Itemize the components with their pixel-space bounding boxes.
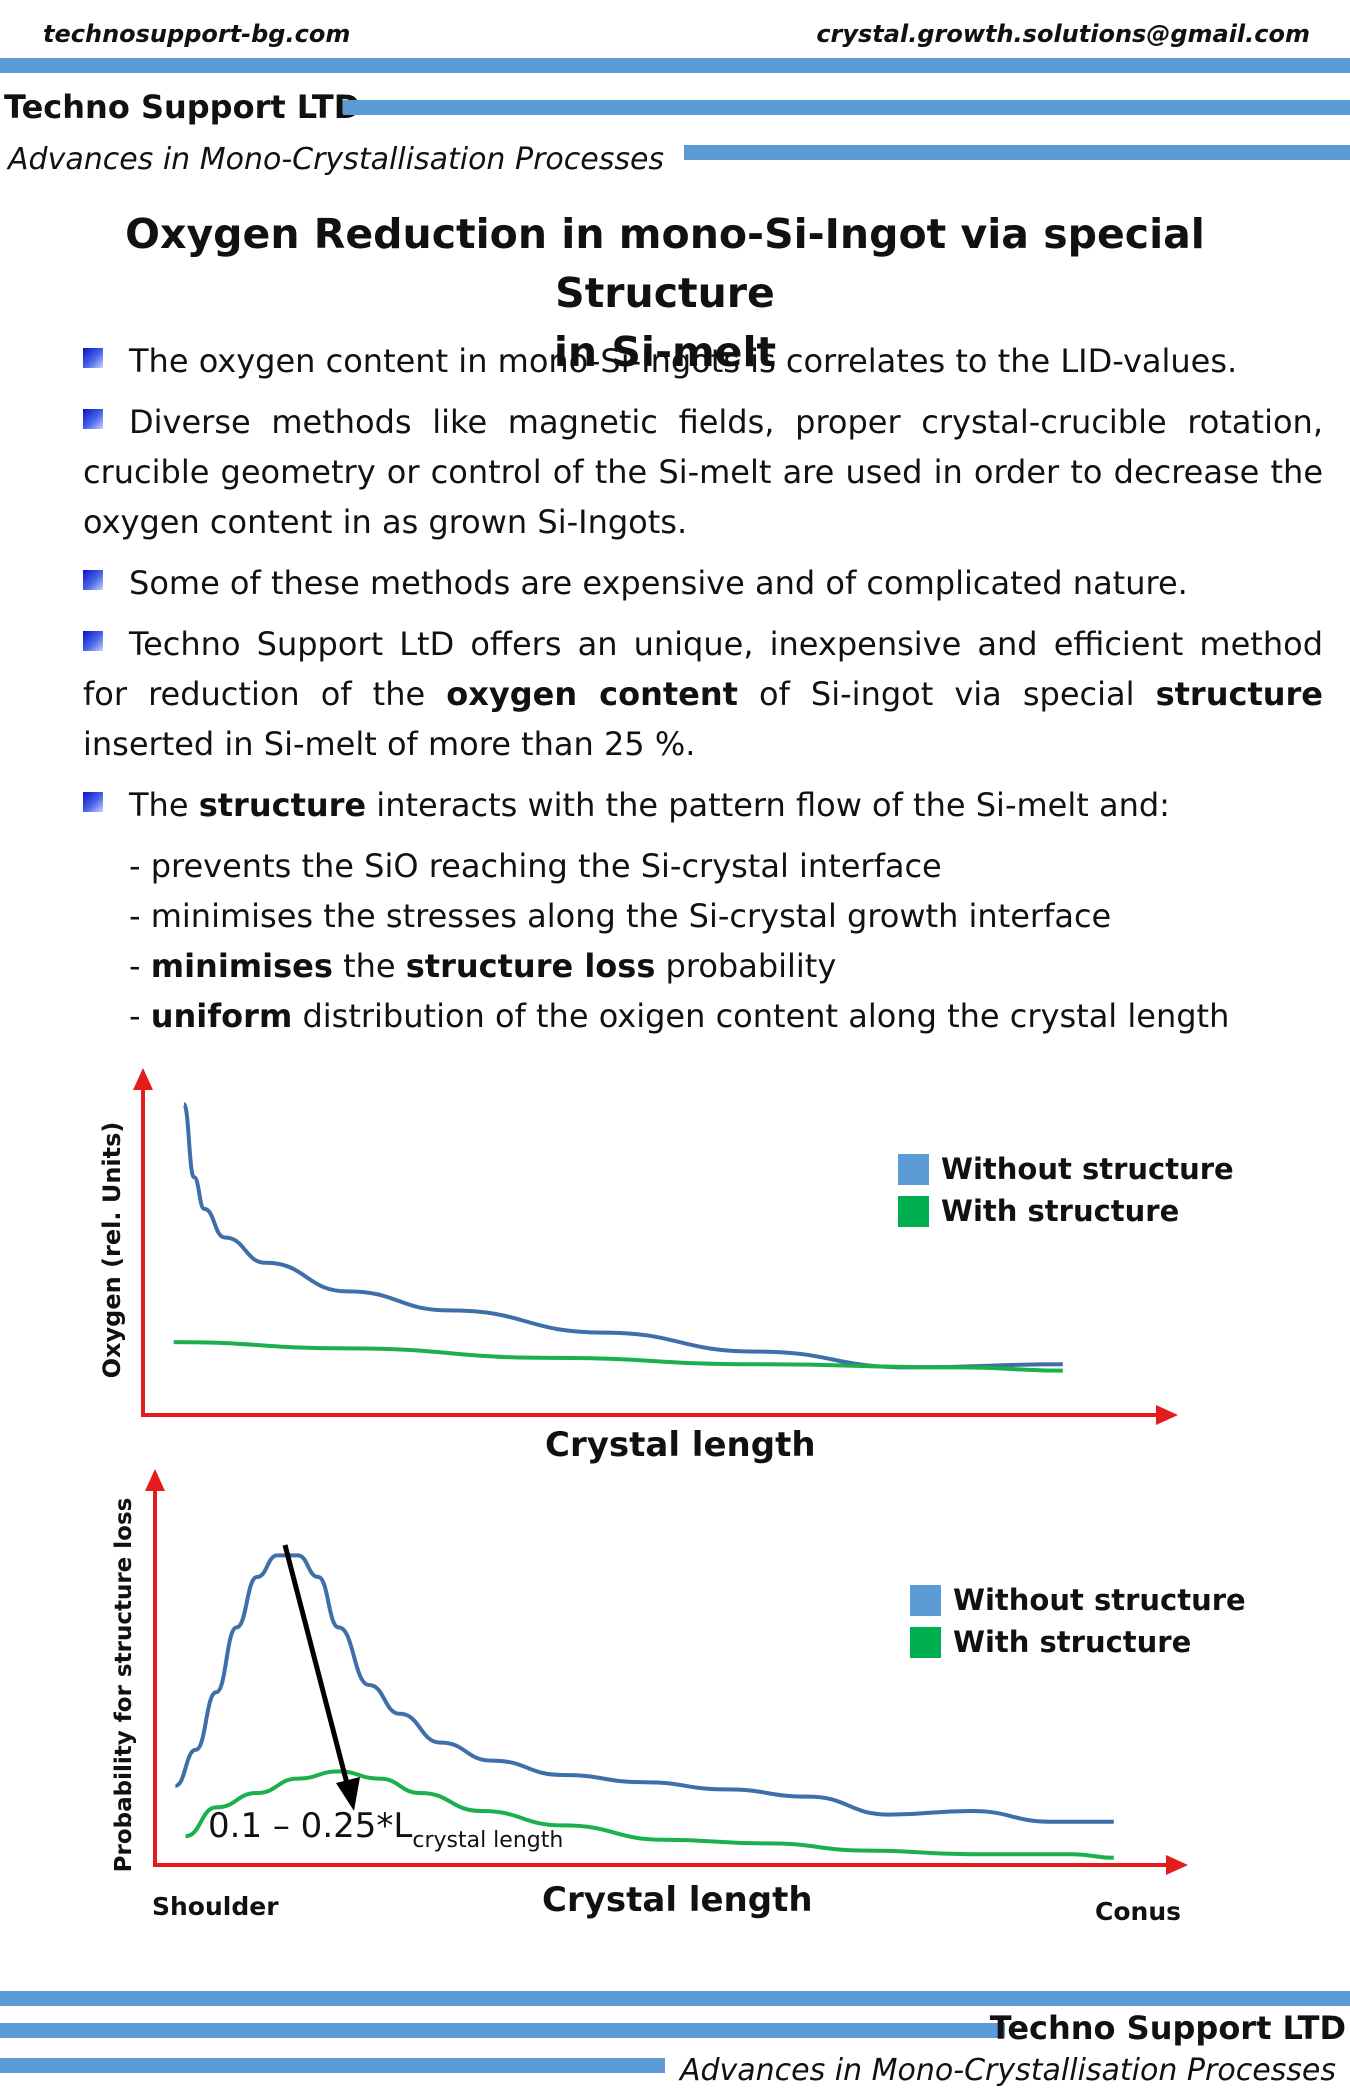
- footer-rule-1: [0, 1991, 1350, 2006]
- legend-label: With structure: [941, 1194, 1180, 1228]
- bullet-text: -: [129, 947, 151, 985]
- bullet-square-icon: [83, 409, 103, 429]
- bullet-square-icon: [83, 631, 103, 651]
- website-link[interactable]: technosupport-bg.com: [43, 20, 351, 48]
- bullet-text: structure: [198, 786, 367, 824]
- bullet-text: - minimises the stresses along the Si-cr…: [129, 897, 1112, 935]
- bullet-text: structure: [1155, 675, 1323, 713]
- bullet-text: Some of these methods are expensive and …: [129, 564, 1188, 602]
- bullet-text: -: [129, 997, 151, 1035]
- oxygen-x-label: Crystal length: [545, 1425, 816, 1465]
- footer-subtitle: Advances in Mono-Crystallisation Process…: [679, 2053, 1336, 2088]
- bullet-text: - prevents the SiO reaching the Si-cryst…: [129, 847, 942, 885]
- series-line-with-structure: [185, 1769, 1114, 1860]
- sub-item-1: - minimises the stresses along the Si-cr…: [83, 891, 1323, 941]
- bullet-square-icon: [83, 570, 103, 590]
- legend-with-structure: With structure: [898, 1194, 1234, 1228]
- conus-label: Conus: [1095, 1897, 1181, 1926]
- oxygen-legend: Without structure With structure: [898, 1152, 1234, 1228]
- company-name: Techno Support LTD: [4, 88, 361, 126]
- loss-y-axis-arrow: [145, 1469, 165, 1491]
- bullet-item-3: Techno Support LtD offers an unique, ine…: [83, 619, 1323, 769]
- shoulder-label: Shoulder: [152, 1892, 279, 1921]
- bullet-item-4: The structure interacts with the pattern…: [83, 780, 1323, 830]
- legend-without-structure: Without structure: [910, 1583, 1246, 1617]
- sub-items: - prevents the SiO reaching the Si-cryst…: [83, 841, 1323, 1041]
- page-title: Oxygen Reduction in mono-Si-Ingot via sp…: [40, 205, 1290, 382]
- annotation-main: 0.1 – 0.25*L: [208, 1806, 412, 1846]
- bullet-square-icon: [83, 792, 103, 812]
- oxygen-y-label: Oxygen (rel. Units): [98, 1122, 126, 1379]
- bullet-text: uniform: [150, 997, 293, 1035]
- company-subtitle: Advances in Mono-Crystallisation Process…: [8, 142, 665, 177]
- annotation-subscript: crystal length: [412, 1828, 563, 1853]
- loss-y-label: Probability for structure loss: [111, 1498, 137, 1873]
- bullet-text: of Si-ingot via special: [737, 675, 1156, 713]
- structure-loss-chart: Probability for structure loss 0.1 – 0.2…: [111, 1469, 1188, 1875]
- oxygen-y-axis-arrow: [133, 1068, 153, 1090]
- email-link[interactable]: crystal.growth.solutions@gmail.com: [816, 20, 1310, 48]
- bullet-list: The oxygen content in mono-Si-Ingots is …: [83, 336, 1323, 1041]
- legend-swatch-green: [910, 1626, 941, 1658]
- legend-label: Without structure: [953, 1583, 1246, 1617]
- bullet-text: Diverse methods like magnetic fields, pr…: [83, 403, 1323, 541]
- series-line-with-structure: [173, 1340, 1063, 1373]
- loss-legend: Without structure With structure: [910, 1583, 1246, 1659]
- series-line-without-structure: [181, 1102, 1063, 1370]
- legend-without-structure: Without structure: [898, 1152, 1234, 1186]
- loss-x-axis-arrow: [1166, 1855, 1188, 1875]
- oxygen-chart: Oxygen (rel. Units): [98, 1068, 1178, 1425]
- bullet-text: minimises: [150, 947, 333, 985]
- subtitle-rule: [684, 145, 1350, 160]
- company-rule: [343, 100, 1350, 115]
- legend-with-structure: With structure: [910, 1625, 1246, 1659]
- sub-item-3: - uniform distribution of the oxigen con…: [83, 991, 1323, 1041]
- bullet-item-0: The oxygen content in mono-Si-Ingots is …: [83, 336, 1323, 386]
- bullet-text: The: [129, 786, 199, 824]
- bullet-text: The oxygen content in mono-Si-Ingots is …: [129, 342, 1238, 380]
- bullet-square-icon: [83, 348, 103, 368]
- bullet-text: Techno Support LtD offers an unique, ine…: [83, 625, 1323, 713]
- structure-loss-chart-lines: [174, 1553, 1114, 1860]
- legend-swatch-green: [898, 1195, 929, 1227]
- footer-rule-2: [0, 2023, 1005, 2038]
- legend-label: With structure: [953, 1625, 1192, 1659]
- title-line-1: Oxygen Reduction in mono-Si-Ingot via sp…: [125, 210, 1205, 317]
- footer-company-name: Techno Support LTD: [989, 2009, 1346, 2047]
- bullet-text: oxygen content: [446, 675, 738, 713]
- bullet-text: the: [332, 947, 406, 985]
- bullet-text: structure loss: [405, 947, 656, 985]
- legend-label: Without structure: [941, 1152, 1234, 1186]
- legend-swatch-blue: [910, 1584, 941, 1616]
- bullet-text: interacts with the pattern flow of the S…: [366, 786, 1170, 824]
- bullet-item-2: Some of these methods are expensive and …: [83, 558, 1323, 608]
- sub-item-0: - prevents the SiO reaching the Si-cryst…: [83, 841, 1323, 891]
- bullet-text: inserted in Si-melt of more than 25 %.: [83, 725, 696, 763]
- legend-swatch-blue: [898, 1153, 929, 1185]
- oxygen-chart-lines: [173, 1102, 1063, 1373]
- series-line-without-structure: [174, 1553, 1114, 1824]
- oxygen-x-axis-arrow: [1156, 1405, 1178, 1425]
- footer-rule-3: [0, 2058, 665, 2073]
- loss-x-label: Crystal length: [542, 1880, 813, 1920]
- peak-annotation: 0.1 – 0.25*Lcrystal length: [208, 1806, 563, 1853]
- bullet-item-1: Diverse methods like magnetic fields, pr…: [83, 397, 1323, 547]
- shift-arrow-head: [336, 1777, 360, 1811]
- title-line-2: in Si-melt: [553, 328, 777, 376]
- bullet-items: The oxygen content in mono-Si-Ingots is …: [83, 336, 1323, 830]
- bullet-text: distribution of the oxigen content along…: [292, 997, 1230, 1035]
- header-divider: [0, 58, 1350, 73]
- sub-item-2: - minimises the structure loss probabili…: [83, 941, 1323, 991]
- bullet-text: probability: [655, 947, 837, 985]
- shift-arrow-line: [282, 1544, 353, 1796]
